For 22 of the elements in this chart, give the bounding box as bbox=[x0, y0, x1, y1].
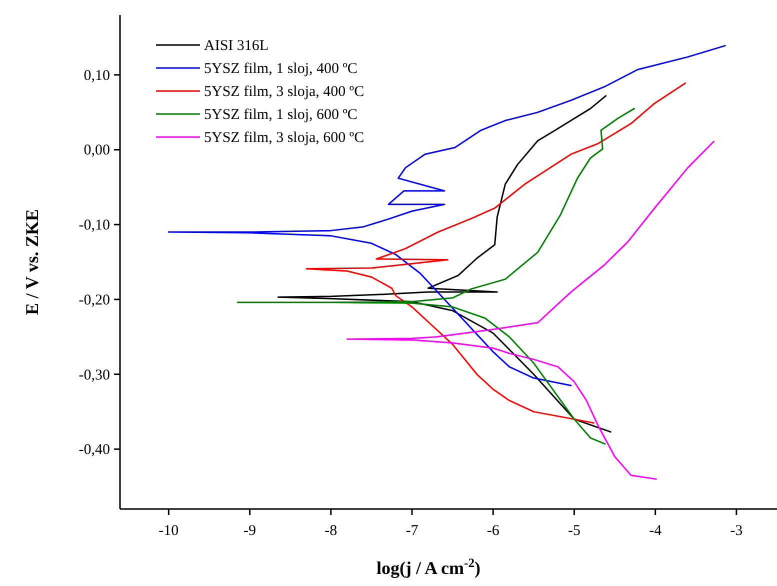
y-tick-label: -0,20 bbox=[78, 292, 110, 308]
x-tick-label: -3 bbox=[730, 523, 743, 539]
x-tick-label: -9 bbox=[244, 523, 256, 539]
y-tick-label: -0,40 bbox=[78, 442, 110, 458]
x-tick-label: -4 bbox=[649, 523, 662, 539]
x-tick-label: -10 bbox=[158, 523, 179, 539]
y-tick-label: 0,00 bbox=[84, 142, 110, 159]
x-tick-label: -8 bbox=[324, 523, 338, 539]
legend-label: 5YSZ film, 1 sloj, 600 ºC bbox=[204, 107, 358, 123]
y-tick-label: -0,10 bbox=[78, 218, 110, 234]
y-tick-label: -0,30 bbox=[78, 367, 110, 384]
legend-label: AISI 316L bbox=[204, 38, 269, 54]
x-tick-label: -5 bbox=[568, 523, 580, 539]
y-axis-title: E / V vs. ZKE bbox=[22, 209, 42, 315]
y-tick-label: 0,10 bbox=[84, 68, 110, 84]
x-axis-title: log(j / A cm$^{-2}$) bbox=[376, 556, 480, 578]
x-tick-label: -6 bbox=[486, 523, 500, 539]
line-series bbox=[346, 140, 714, 480]
x-tick-label: -7 bbox=[406, 523, 419, 539]
legend-label: 5YSZ film, 1 sloj, 400 ºC bbox=[204, 61, 358, 77]
legend-label: 5YSZ film, 3 sloja, 400 ºC bbox=[204, 84, 364, 100]
legend-label: 5YSZ film, 3 sloja, 600 ºC bbox=[204, 130, 364, 146]
